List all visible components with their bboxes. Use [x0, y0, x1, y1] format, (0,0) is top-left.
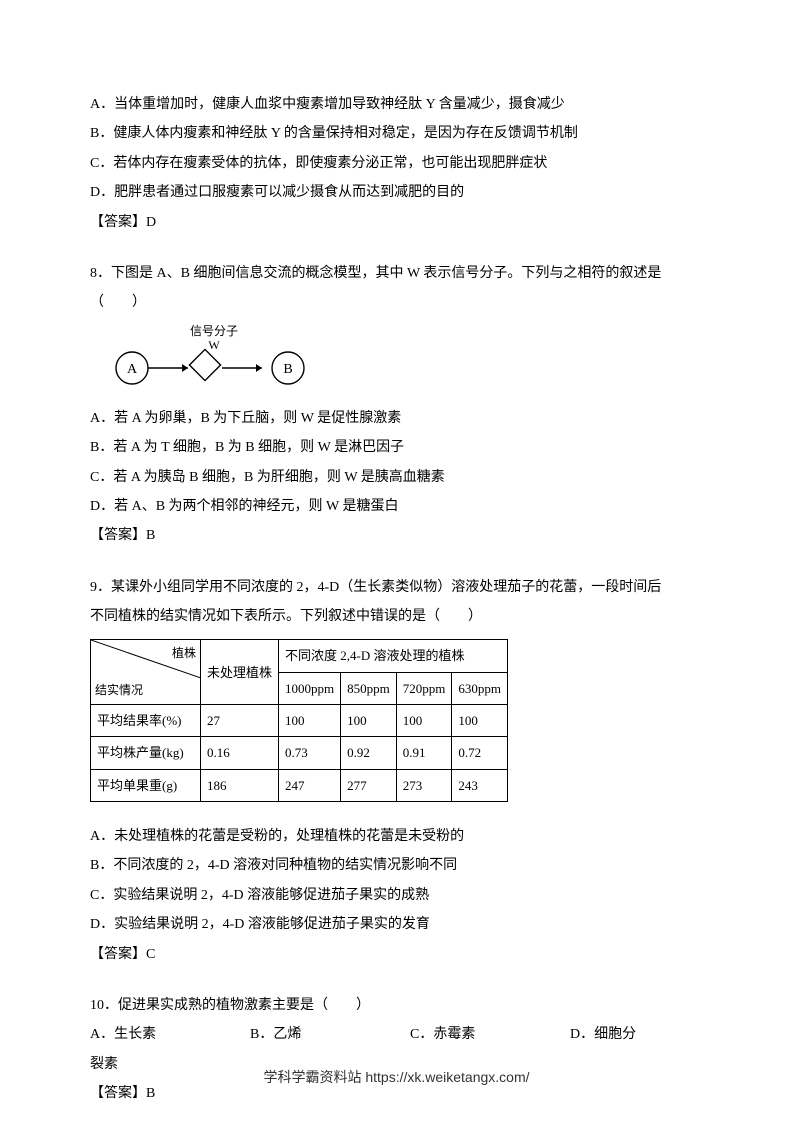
q9-r2-v1: 247 — [279, 769, 341, 801]
q9-r1-v4: 0.72 — [452, 737, 508, 769]
table-row: 平均单果重(g) 186 247 277 273 243 — [91, 769, 508, 801]
q10-option-c: C．赤霉素 — [410, 1020, 570, 1049]
q9-r0-v2: 100 — [341, 705, 397, 737]
node-b-text: B — [283, 362, 292, 377]
q10-option-a: A．生长素 — [90, 1020, 250, 1049]
q8-option-a: A．若 A 为卵巢，B 为下丘脑，则 W 是促性腺激素 — [90, 404, 703, 433]
q9-r2-v2: 277 — [341, 769, 397, 801]
q9-conc-0: 1000ppm — [279, 672, 341, 704]
q9-diag-cell: 植株 结实情况 — [91, 640, 201, 705]
q9-diag-top: 植株 — [172, 641, 196, 666]
q9-diag-bottom: 结实情况 — [95, 678, 143, 703]
q9-conc-1: 850ppm — [341, 672, 397, 704]
q9-conc-3: 630ppm — [452, 672, 508, 704]
q8-stem: 8．下图是 A、B 细胞间信息交流的概念模型，其中 W 表示信号分子。下列与之相… — [90, 259, 703, 318]
q9-r2-v0: 186 — [201, 769, 279, 801]
q9-table: 植株 结实情况 未处理植株 不同浓度 2,4-D 溶液处理的植株 1000ppm… — [90, 639, 508, 801]
q8-answer: 【答案】B — [90, 521, 703, 550]
q9-r0-v3: 100 — [396, 705, 452, 737]
q9-stem-line1: 9．某课外小组同学用不同浓度的 2，4-D（生长素类似物）溶液处理茄子的花蕾，一… — [90, 573, 703, 602]
q9-col-group: 不同浓度 2,4-D 溶液处理的植株 — [279, 640, 508, 672]
q7-answer: 【答案】D — [90, 208, 703, 237]
q9-answer: 【答案】C — [90, 940, 703, 969]
q10-option-b: B．乙烯 — [250, 1020, 410, 1049]
q10-stem: 10．促进果实成熟的植物激素主要是（ ） — [90, 991, 703, 1020]
q7-option-d: D．肥胖患者通过口服瘦素可以减少摄食从而达到减肥的目的 — [90, 178, 703, 207]
q7-option-b: B．健康人体内瘦素和神经肽 Y 的含量保持相对稳定，是因为存在反馈调节机制 — [90, 119, 703, 148]
table-row: 平均株产量(kg) 0.16 0.73 0.92 0.91 0.72 — [91, 737, 508, 769]
q9-r2-v4: 243 — [452, 769, 508, 801]
q9-r1-v0: 0.16 — [201, 737, 279, 769]
q9-r1-v2: 0.92 — [341, 737, 397, 769]
q8-option-b: B．若 A 为 T 细胞，B 为 B 细胞，则 W 是淋巴因子 — [90, 433, 703, 462]
q9-r0-v0: 27 — [201, 705, 279, 737]
q9-option-b: B．不同浓度的 2，4-D 溶液对同种植物的结实情况影响不同 — [90, 851, 703, 880]
w-label: W — [208, 338, 219, 352]
q9-r1-v1: 0.73 — [279, 737, 341, 769]
node-a-text: A — [127, 362, 138, 377]
q9-conc-2: 720ppm — [396, 672, 452, 704]
signal-molecule-label: 信号分子 — [190, 324, 238, 338]
q8-option-c: C．若 A 为胰岛 B 细胞，B 为肝细胞，则 W 是胰高血糖素 — [90, 463, 703, 492]
q9-r2-v3: 273 — [396, 769, 452, 801]
q7-option-c: C．若体内存在瘦素受体的抗体，即使瘦素分泌正常，也可能出现肥胖症状 — [90, 149, 703, 178]
q10-option-d: D．细胞分 — [570, 1020, 636, 1049]
q9-stem-line2: 不同植株的结实情况如下表所示。下列叙述中错误的是（ ） — [90, 602, 703, 631]
table-row: 平均结果率(%) 27 100 100 100 100 — [91, 705, 508, 737]
q9-r0-label: 平均结果率(%) — [91, 705, 201, 737]
q7-option-a: A．当体重增加时，健康人血浆中瘦素增加导致神经肽 Y 含量减少，摄食减少 — [90, 90, 703, 119]
q10-options-row: A．生长素 B．乙烯 C．赤霉素 D．细胞分 — [90, 1020, 703, 1049]
q9-r1-v3: 0.91 — [396, 737, 452, 769]
q9-col-untreated: 未处理植株 — [201, 640, 279, 705]
q9-option-c: C．实验结果说明 2，4-D 溶液能够促进茄子果实的成熟 — [90, 881, 703, 910]
q8-option-d: D．若 A、B 为两个相邻的神经元，则 W 是糖蛋白 — [90, 492, 703, 521]
q8-diagram-top-label: 信号分子 W — [190, 324, 238, 353]
q9-r0-v1: 100 — [279, 705, 341, 737]
q9-r2-label: 平均单果重(g) — [91, 769, 201, 801]
q9-r0-v4: 100 — [452, 705, 508, 737]
q9-r1-label: 平均株产量(kg) — [91, 737, 201, 769]
q9-option-a: A．未处理植株的花蕾是受粉的，处理植株的花蕾是未受粉的 — [90, 822, 703, 851]
page-footer: 学科学霸资料站 https://xk.weiketangx.com/ — [0, 1063, 793, 1092]
q8-diagram: 信号分子 W A B — [110, 328, 703, 390]
q9-option-d: D．实验结果说明 2，4-D 溶液能够促进茄子果实的发育 — [90, 910, 703, 939]
